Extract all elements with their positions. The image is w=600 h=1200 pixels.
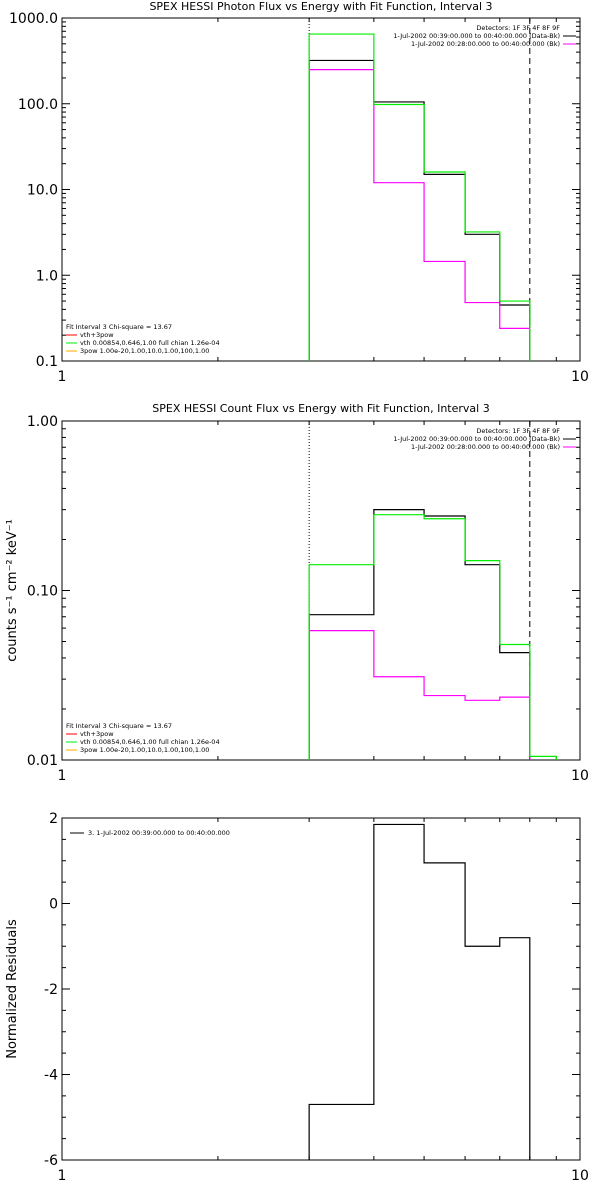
x-tick-label: 10 <box>571 1168 589 1184</box>
legend-top-text: 1-Jul-2002 00:39:00.000 to 00:40:00.000 … <box>393 435 560 443</box>
y-tick-label: 2 <box>49 811 58 827</box>
y-axis-label: counts s⁻¹ cm⁻² keV⁻¹ <box>5 519 20 662</box>
series-background-line <box>308 629 531 760</box>
panel-photon: SPEX HESSI Photon Flux vs Energy with Fi… <box>9 0 589 385</box>
y-tick-label: 0 <box>49 897 58 913</box>
series-model-line <box>308 514 557 760</box>
series-model-line <box>308 33 531 361</box>
y-tick-label: 10.0 <box>27 183 58 199</box>
x-tick-label: 10 <box>571 369 589 385</box>
series-data-line <box>308 59 531 361</box>
y-tick-label: 1000.0 <box>9 11 58 27</box>
x-tick-label: 10 <box>571 768 589 784</box>
legend-top-text: 1-Jul-2002 00:39:00.000 to 00:40:00.000 … <box>393 32 560 40</box>
chart-title: SPEX HESSI Photon Flux vs Energy with Fi… <box>149 0 492 13</box>
plot-frame <box>61 817 581 1161</box>
y-tick-label: -4 <box>44 1068 58 1084</box>
panel-count: SPEX HESSI Count Flux vs Energy with Fit… <box>5 402 589 784</box>
x-tick-label: 1 <box>58 1168 67 1184</box>
series-background-line <box>308 69 531 361</box>
y-tick-label: 100.0 <box>18 97 58 113</box>
legend-bottom-text: 3pow 1.00e-20,1.00,10.0,1.00,100,1.00 <box>80 347 209 355</box>
y-axis-label: Normalized Residuals <box>5 919 20 1059</box>
legend-bottom-text: vth+3pow <box>80 730 114 738</box>
legend-bottom-text: 3pow 1.00e-20,1.00,10.0,1.00,100,1.00 <box>80 746 209 754</box>
y-tick-label: 1.00 <box>27 414 58 430</box>
panel-residuals: 1 10 -6 -4 -2 0 2 Normalized Residuals 3. 1-Jul-… <box>5 811 589 1184</box>
y-tick-label: -2 <box>44 982 58 998</box>
y-tick-label: -6 <box>44 1153 58 1169</box>
x-tick-label: 1 <box>58 768 67 784</box>
series-data-line <box>308 823 531 1160</box>
y-tick-label: 1.0 <box>36 268 58 284</box>
plot-frame <box>61 420 581 761</box>
legend-bottom-text: vth 0.00854,0.646,1.00 full chian 1.26e-… <box>80 738 220 746</box>
legend-top-text: Detectors: 1F 3F 4F 8F 9F <box>476 24 560 32</box>
legend-top-text: 1-Jul-2002 00:28:00.000 to 00:40:00.000 … <box>411 40 560 48</box>
series-data-line <box>308 509 531 760</box>
legend-bottom-text: vth+3pow <box>80 331 114 339</box>
x-tick-label: 1 <box>58 369 67 385</box>
legend-bottom-text: Fit Interval 3 Chi-square = 13.67 <box>66 722 172 730</box>
y-tick-label: 0.01 <box>27 753 58 769</box>
legend-bottom-text: Fit Interval 3 Chi-square = 13.67 <box>66 323 172 331</box>
y-tick-label: 0.10 <box>27 584 58 600</box>
legend-top-text: 1-Jul-2002 00:28:00.000 to 00:40:00.000 … <box>411 443 560 451</box>
legend-top-text: Detectors: 1F 3F 4F 8F 9F <box>476 427 560 435</box>
chart-title: SPEX HESSI Count Flux vs Energy with Fit… <box>152 402 489 415</box>
legend-residual-text: 3. 1-Jul-2002 00:39:00.000 to 00:40:00.0… <box>88 829 230 837</box>
legend-bottom-text: vth 0.00854,0.646,1.00 full chian 1.26e-… <box>80 339 220 347</box>
y-tick-label: 0.1 <box>36 354 58 370</box>
